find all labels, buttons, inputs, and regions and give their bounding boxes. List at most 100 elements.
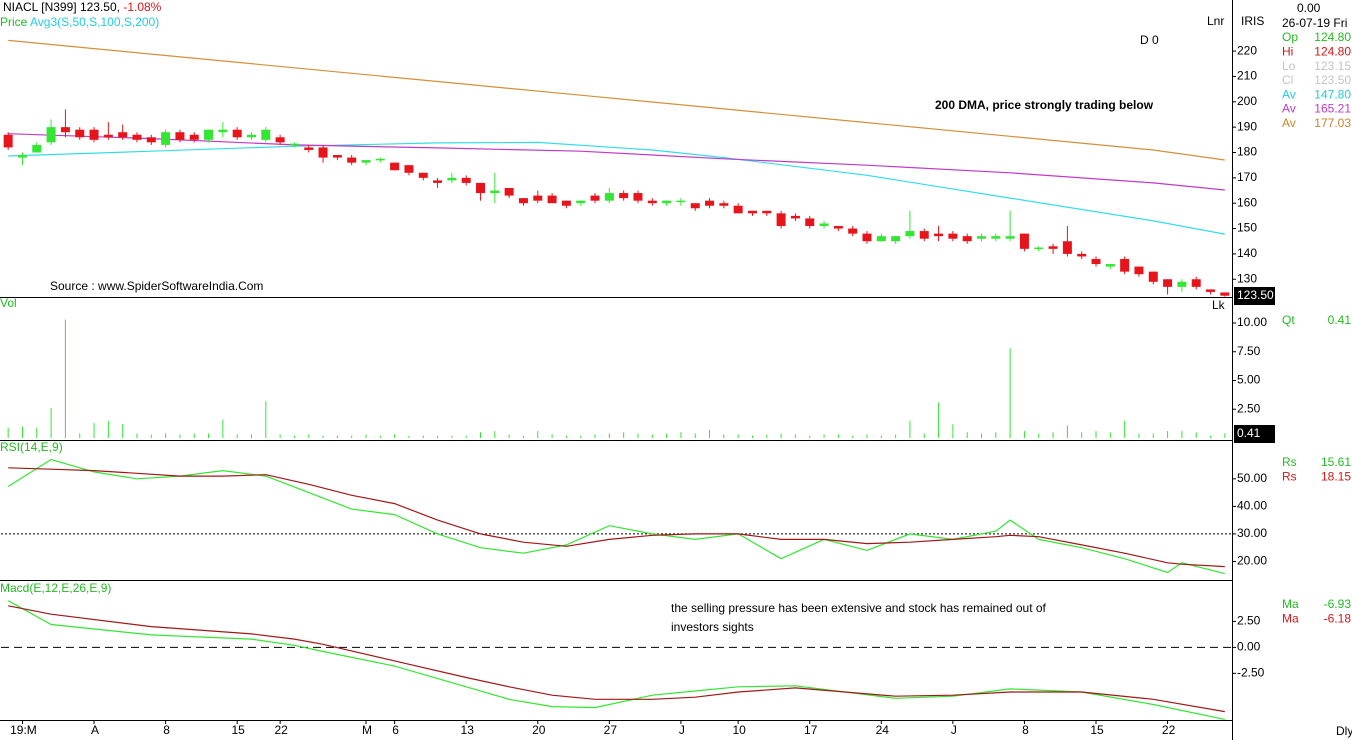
y-tick-label: 5.00 xyxy=(1237,373,1261,387)
volume-bar xyxy=(1167,431,1169,438)
volume-bar xyxy=(637,433,639,438)
x-tick-label: 10 xyxy=(732,723,746,737)
volume-bar xyxy=(623,432,625,438)
volume-bar xyxy=(1009,348,1011,438)
candle-body xyxy=(747,210,757,214)
volume-bar xyxy=(723,434,725,438)
volume-bar xyxy=(351,435,353,438)
candle-body xyxy=(232,129,242,138)
candle-body xyxy=(418,172,428,178)
y-tick-label: 140 xyxy=(1237,246,1257,260)
volume-bar xyxy=(966,432,968,438)
candle-body xyxy=(490,190,500,194)
y-tick-label: 150 xyxy=(1237,221,1257,235)
volume-bar xyxy=(565,435,567,438)
indicator-line xyxy=(7,600,1225,720)
candle-body xyxy=(332,155,342,158)
info-label: Ma xyxy=(1282,611,1299,625)
candle-body xyxy=(75,129,85,138)
info-value: 124.80 xyxy=(1314,44,1351,58)
x-tick-label: J xyxy=(951,723,957,737)
symbol: NIACL [N399] xyxy=(3,0,77,14)
info-period: Dly xyxy=(1336,724,1352,738)
volume-bar xyxy=(279,434,281,438)
candle-body xyxy=(619,193,629,199)
last-price: 123.50, xyxy=(80,0,120,14)
info-label: Av xyxy=(1282,116,1296,130)
volume-bar xyxy=(709,429,711,438)
indicator-line xyxy=(7,458,1225,575)
moving-average xyxy=(8,39,1225,161)
candle-body xyxy=(647,200,657,204)
info-label: Av xyxy=(1282,102,1296,116)
volume-bar xyxy=(79,433,81,438)
volume-bar xyxy=(36,427,38,438)
candle-body xyxy=(204,129,214,140)
x-tick-label: 15 xyxy=(232,723,246,737)
info-label: Lo xyxy=(1282,59,1296,73)
x-tick-label: 20 xyxy=(532,723,546,737)
volume-bar xyxy=(107,420,109,438)
volume-bar xyxy=(136,433,138,438)
volume-bar xyxy=(193,433,195,438)
candle-body xyxy=(218,129,228,133)
indicator-line xyxy=(8,467,1225,568)
candle-body xyxy=(934,233,944,237)
panel-title: Vol xyxy=(0,296,17,310)
x-tick-label: 17 xyxy=(804,723,818,737)
volume-bar xyxy=(608,433,610,438)
y-tick-label: 170 xyxy=(1237,170,1257,184)
candle-body xyxy=(261,129,271,140)
x-tick-label: 8 xyxy=(163,723,170,737)
y-tick-label: 50.00 xyxy=(1237,471,1267,485)
volume-bar xyxy=(852,435,854,438)
volume-bar xyxy=(265,401,267,438)
candle-body xyxy=(461,177,471,183)
x-tick-label: 6 xyxy=(392,723,399,737)
candle-body xyxy=(89,129,99,140)
info-source: IRIS xyxy=(1241,14,1264,28)
candle-body xyxy=(876,236,886,242)
volume-bar xyxy=(694,433,696,438)
candle-body xyxy=(447,177,457,181)
volume-bar xyxy=(580,435,582,438)
y-tick-label: 7.50 xyxy=(1237,344,1261,358)
volume-bar xyxy=(880,435,882,438)
x-tick-label: 19:M xyxy=(10,723,37,737)
y-tick-label: 190 xyxy=(1237,119,1257,133)
x-tick-label: 22 xyxy=(1162,723,1176,737)
candle-body xyxy=(318,147,328,158)
info-value: -6.18 xyxy=(1324,611,1352,625)
info-value: 18.15 xyxy=(1321,469,1351,483)
moving-average xyxy=(8,141,1225,235)
volume-bar xyxy=(1195,432,1197,438)
volume-bar xyxy=(909,420,911,438)
y-tick-label: 0.00 xyxy=(1237,640,1261,654)
candle-body xyxy=(1134,266,1144,275)
candle-body xyxy=(146,137,156,143)
y-tick-label: 2.50 xyxy=(1237,401,1261,415)
volume-bar xyxy=(1052,432,1054,438)
candle-body xyxy=(1019,233,1029,249)
info-label: Rs xyxy=(1282,469,1297,483)
candle-body xyxy=(891,236,901,242)
info-value: -6.93 xyxy=(1324,597,1352,611)
y-tick-label: 20.00 xyxy=(1237,554,1267,568)
candle-body xyxy=(991,236,1001,239)
volume-bar xyxy=(666,433,668,438)
scale-note: Lnr xyxy=(1207,14,1224,28)
volume-bar xyxy=(365,434,367,438)
candle-body xyxy=(1163,279,1173,287)
volume-bar xyxy=(1124,420,1126,438)
indicator-params: Avg3(S,50,S,100,S,200) xyxy=(30,15,159,29)
candle-body xyxy=(977,236,987,239)
candle-body xyxy=(805,218,815,227)
info-value: 177.03 xyxy=(1314,116,1351,130)
volume-bar xyxy=(250,434,252,438)
candle-body xyxy=(1091,258,1101,265)
source: Source : www.SpiderSoftwareIndia.Com xyxy=(50,279,263,293)
candle-body xyxy=(862,233,872,242)
candle-body xyxy=(547,195,557,204)
volume-bar xyxy=(651,434,653,438)
volume-bar xyxy=(1023,431,1025,438)
